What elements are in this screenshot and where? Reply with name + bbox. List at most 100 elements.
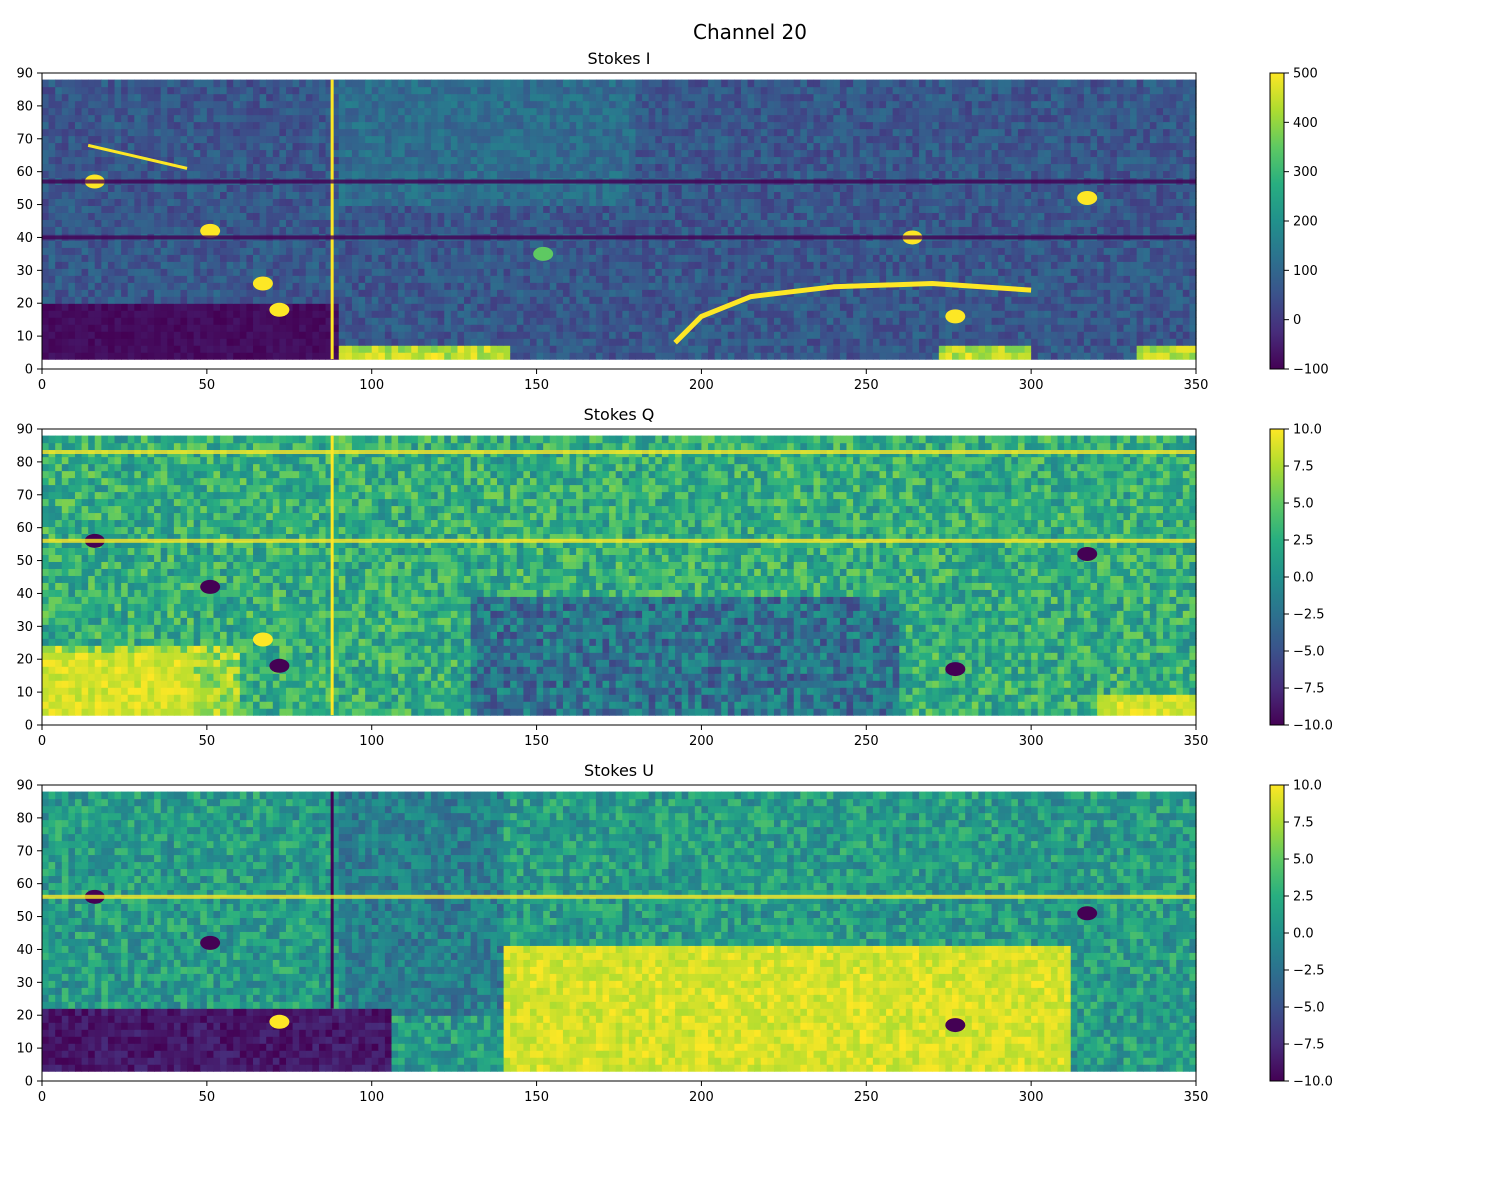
horizontal-band bbox=[42, 450, 1196, 455]
colorbar-tick-label: −2.5 bbox=[1293, 964, 1325, 979]
colorbar-tick-label: 300 bbox=[1293, 165, 1318, 180]
colorbar-tick-label: −7.5 bbox=[1293, 682, 1325, 697]
source-blob bbox=[252, 276, 273, 291]
y-tick-label: 90 bbox=[16, 67, 33, 82]
colorbar-tick-label: 500 bbox=[1293, 67, 1318, 82]
colorbar-tick-label: 400 bbox=[1293, 116, 1318, 131]
y-tick-label: 50 bbox=[16, 554, 33, 569]
colorbar-tick-label: −2.5 bbox=[1293, 608, 1325, 623]
colorbar-tick-label: 10.0 bbox=[1293, 423, 1322, 438]
colorbar-tick-label: 2.5 bbox=[1293, 534, 1314, 549]
y-tick-label: 30 bbox=[16, 976, 33, 991]
colorbar-gradient bbox=[1269, 428, 1285, 726]
y-tick-label: 40 bbox=[16, 943, 33, 958]
y-tick-label: 30 bbox=[16, 620, 33, 635]
heatmap-image bbox=[42, 79, 1197, 360]
colorbar-tick-label: 0.0 bbox=[1293, 571, 1314, 586]
source-blob bbox=[269, 1014, 290, 1029]
panel-title: Stokes I bbox=[588, 49, 651, 68]
x-tick-label: 300 bbox=[1019, 378, 1044, 393]
x-tick-label: 150 bbox=[524, 1090, 549, 1105]
source-blob bbox=[1077, 906, 1098, 921]
horizontal-band bbox=[42, 235, 1196, 240]
y-tick-label: 0 bbox=[25, 1075, 33, 1090]
x-tick-label: 350 bbox=[1184, 734, 1209, 749]
y-tick-label: 20 bbox=[16, 297, 33, 312]
y-tick-label: 60 bbox=[16, 521, 33, 536]
x-tick-label: 250 bbox=[854, 1090, 879, 1105]
y-tick-label: 10 bbox=[16, 330, 33, 345]
y-tick-label: 0 bbox=[25, 363, 33, 378]
colorbar: 10.0 7.5 5.0 2.5 0.0 −2.5 −5.0 −7.5 −10.0 bbox=[1269, 779, 1333, 1090]
source-blob bbox=[269, 302, 290, 317]
x-tick-label: 100 bbox=[359, 1090, 384, 1105]
arc-feature bbox=[673, 281, 1032, 345]
colorbar-tick-label: 10.0 bbox=[1293, 779, 1322, 794]
source-blob bbox=[945, 662, 966, 677]
x-tick-label: 0 bbox=[38, 734, 46, 749]
x-tick-label: 350 bbox=[1184, 378, 1209, 393]
y-tick-label: 80 bbox=[16, 811, 33, 826]
x-tick-label: 50 bbox=[199, 734, 216, 749]
colorbar-tick-label: 100 bbox=[1293, 264, 1318, 279]
panel-title: Stokes U bbox=[584, 761, 654, 780]
y-tick-label: 70 bbox=[16, 844, 33, 859]
streak bbox=[87, 143, 188, 170]
source-blob bbox=[200, 223, 221, 238]
colorbar-tick-label: 0 bbox=[1293, 313, 1301, 328]
figure-title: Channel 20 bbox=[693, 20, 807, 44]
colorbar-tick-label: 7.5 bbox=[1293, 816, 1314, 831]
x-tick-label: 150 bbox=[524, 378, 549, 393]
panel-stokes-i: Stokes I 0 50 100 150 200 250 300 350 0 10 20 30 40 50… bbox=[16, 49, 1328, 393]
x-tick-label: 200 bbox=[689, 378, 714, 393]
colorbar-tick-label: −5.0 bbox=[1293, 1001, 1325, 1016]
x-tick-label: 200 bbox=[689, 734, 714, 749]
y-tick-label: 40 bbox=[16, 231, 33, 246]
y-tick-label: 70 bbox=[16, 132, 33, 147]
y-tick-label: 50 bbox=[16, 910, 33, 925]
source-blob bbox=[945, 309, 966, 324]
colorbar-tick-label: 7.5 bbox=[1293, 460, 1314, 475]
source-blob bbox=[1077, 546, 1098, 561]
y-tick-label: 70 bbox=[16, 488, 33, 503]
horizontal-band bbox=[42, 179, 1196, 184]
x-tick-label: 250 bbox=[854, 734, 879, 749]
x-tick-label: 0 bbox=[38, 378, 46, 393]
panel-title: Stokes Q bbox=[584, 405, 655, 424]
y-tick-label: 30 bbox=[16, 264, 33, 279]
colorbar-tick-label: −10.0 bbox=[1293, 719, 1333, 734]
source-blob bbox=[252, 632, 273, 647]
x-tick-label: 50 bbox=[199, 378, 216, 393]
y-tick-label: 20 bbox=[16, 1009, 33, 1024]
colorbar-tick-label: 0.0 bbox=[1293, 927, 1314, 942]
colorbar-tick-label: −5.0 bbox=[1293, 645, 1325, 660]
colorbar-tick-label: −100 bbox=[1293, 363, 1329, 378]
source-blob bbox=[269, 658, 290, 673]
colorbar-tick-label: 200 bbox=[1293, 215, 1318, 230]
horizontal-band bbox=[42, 894, 1196, 899]
colorbar-tick-label: −10.0 bbox=[1293, 1075, 1333, 1090]
y-tick-label: 10 bbox=[16, 1042, 33, 1057]
colorbar-gradient bbox=[1269, 784, 1285, 1082]
x-tick-label: 150 bbox=[524, 734, 549, 749]
y-tick-label: 10 bbox=[16, 686, 33, 701]
y-tick-label: 40 bbox=[16, 587, 33, 602]
colorbar-tick-label: 2.5 bbox=[1293, 890, 1314, 905]
source-blob bbox=[200, 935, 221, 950]
y-tick-label: 60 bbox=[16, 877, 33, 892]
colorbar-tick-label: −7.5 bbox=[1293, 1038, 1325, 1053]
x-tick-label: 0 bbox=[38, 1090, 46, 1105]
x-tick-label: 100 bbox=[359, 378, 384, 393]
panel-stokes-u: Stokes U 0 50 100 150 200 250 300 350 0 10 20 30 40 50… bbox=[16, 761, 1332, 1105]
source-blob bbox=[533, 246, 554, 261]
x-tick-label: 250 bbox=[854, 378, 879, 393]
axes-frame bbox=[41, 72, 1197, 370]
source-blob bbox=[200, 579, 221, 594]
colorbar: 10.0 7.5 5.0 2.5 0.0 −2.5 −5.0 −7.5 −10.0 bbox=[1269, 423, 1333, 734]
x-tick-label: 300 bbox=[1019, 734, 1044, 749]
y-tick-label: 50 bbox=[16, 198, 33, 213]
panel-stokes-q: Stokes Q 0 50 100 150 200 250 300 350 0 10 20 30 40 50… bbox=[16, 405, 1332, 749]
source-blob bbox=[945, 1018, 966, 1033]
source-blob bbox=[1077, 190, 1098, 205]
